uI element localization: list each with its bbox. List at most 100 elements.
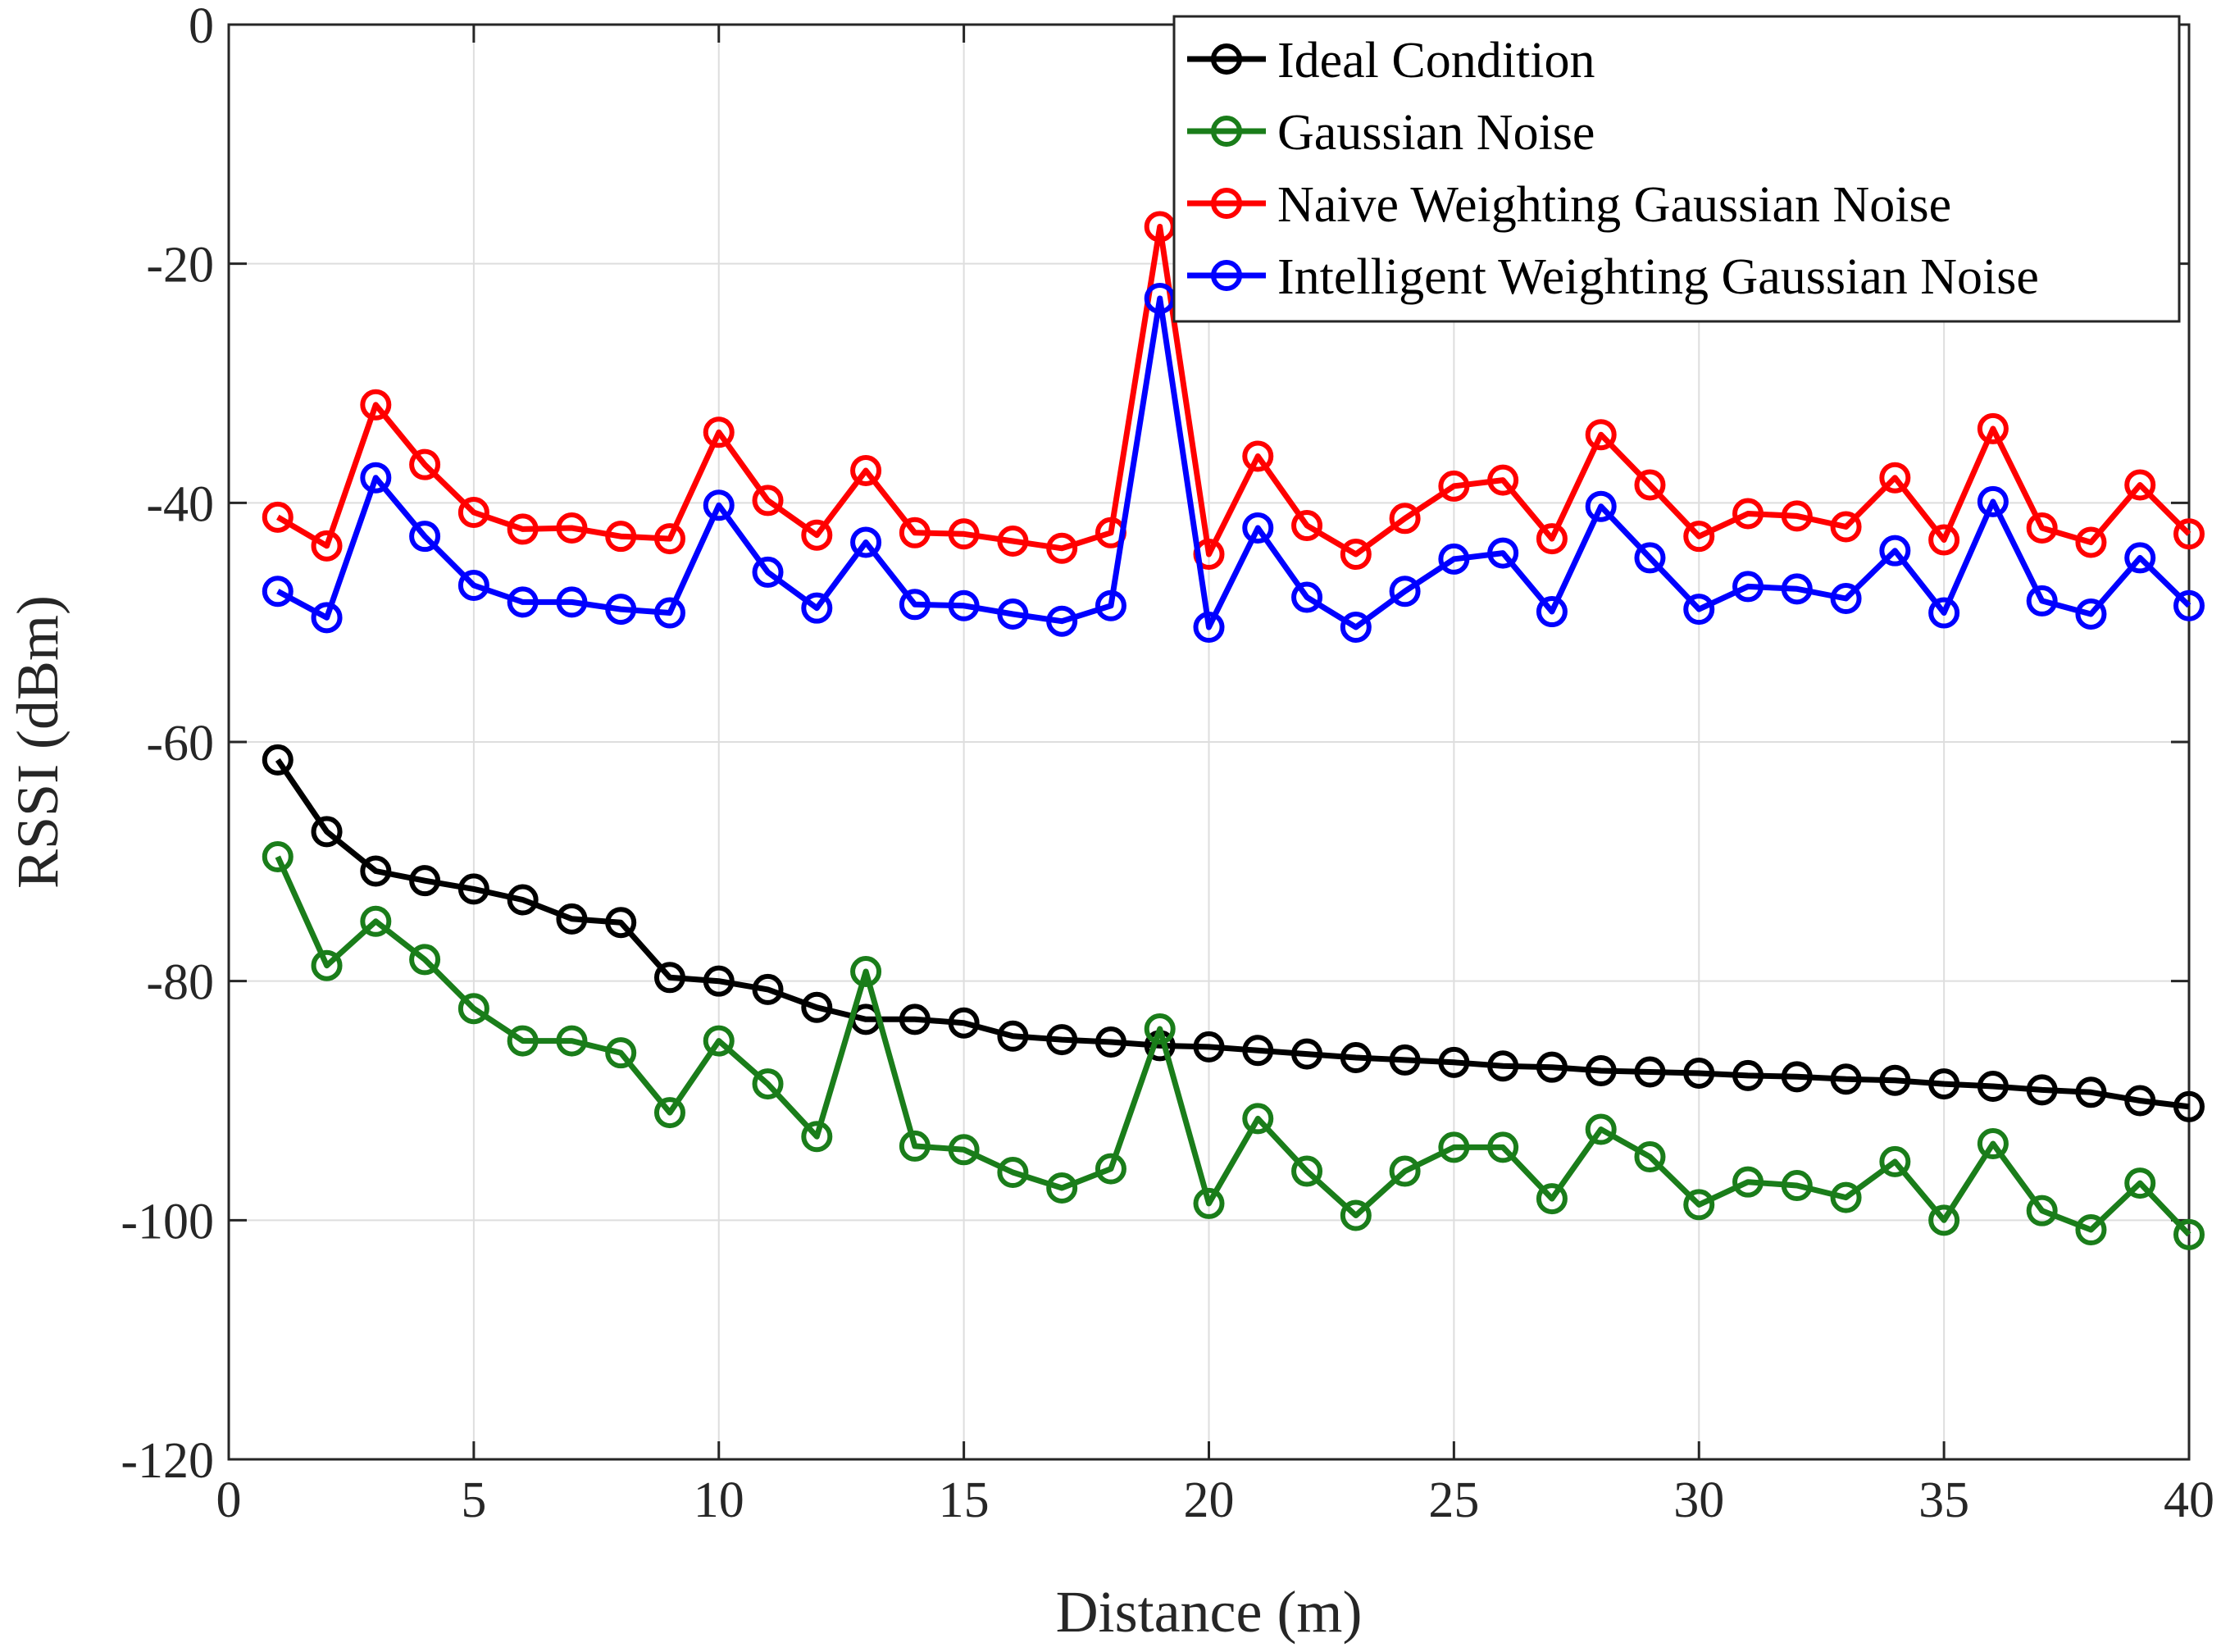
x-tick-label: 35 [1918,1472,1969,1528]
data-point [360,462,392,494]
data-point [997,526,1029,557]
data-point [507,586,539,618]
data-point [2075,1076,2107,1108]
data-point [1732,1059,1764,1091]
data-point [2026,1195,2058,1226]
series-ideal-condition [262,744,2205,1122]
data-point [2026,1074,2058,1106]
series-line [275,855,2191,1237]
data-point [1095,589,1126,621]
data-point [1389,503,1421,535]
x-tick-label: 25 [1428,1472,1479,1528]
data-point [1781,500,1813,532]
data-point [1928,1068,1960,1100]
data-point [2075,598,2107,630]
data-point [899,1130,931,1162]
data-point [1732,1166,1764,1198]
data-point [1389,1044,1421,1076]
data-point [703,1025,735,1057]
data-point [1683,521,1715,553]
data-point [1634,469,1666,501]
data-point [507,884,539,916]
data-point [457,873,489,905]
data-point [801,592,833,624]
data-point [997,1020,1029,1052]
data-point [360,905,392,937]
data-point [703,489,735,521]
data-point [556,903,588,935]
y-axis-label: RSSI (dBm) [5,595,71,889]
data-point [1046,1024,1078,1056]
data-point [311,816,343,848]
data-point [1830,1181,1862,1213]
data-point [2075,526,2107,558]
y-tick-label: -100 [121,1194,214,1249]
data-point [948,1007,980,1039]
data-point [556,1025,588,1057]
data-point [1438,1046,1470,1078]
series-line [275,758,2190,1110]
data-point [752,556,784,588]
data-point [1585,419,1617,451]
data-point [1977,412,2009,444]
data-point [703,416,735,448]
data-point [1046,1172,1078,1204]
data-point [1683,594,1715,626]
data-point [1340,1199,1372,1231]
data-point [1046,605,1078,637]
data-point [653,523,685,555]
data-point [311,602,343,634]
legend-label: Ideal Condition [1277,33,1595,89]
data-point [457,497,489,528]
data-point [1340,1042,1372,1073]
data-series [262,211,2205,1250]
data-point [1830,583,1862,614]
x-tick-label: 20 [1184,1472,1235,1528]
legend-marker [1211,188,1242,219]
legend-item: Intelligent Weighting Gaussian Noise [1187,249,2039,305]
data-point [2075,1214,2107,1245]
data-point [1683,1189,1715,1221]
data-point [1732,571,1764,603]
legend-marker [1211,43,1242,75]
legend-label: Naive Weighting Gaussian Noise [1277,177,1951,233]
data-point [409,448,441,480]
data-point [1585,1113,1617,1145]
x-tick-label: 40 [2164,1472,2214,1528]
data-point [1242,1035,1274,1067]
data-point [1438,470,1470,502]
data-point [948,518,980,550]
legend-label: Gaussian Noise [1277,105,1595,161]
data-point [1536,1051,1568,1083]
data-point [605,1037,637,1069]
data-point [262,841,294,872]
data-point [1634,1141,1666,1173]
data-point [507,513,539,545]
data-point [1977,485,2009,517]
data-point [262,744,294,776]
data-point [2173,1090,2205,1122]
data-point [997,1157,1029,1188]
legend-box [1172,15,2181,323]
legend: Ideal Condition Gaussian Noise Naive Weigh… [1172,15,2181,323]
data-point [556,512,588,544]
x-axis-label: Distance (m) [1056,1579,1363,1645]
data-point [850,454,882,486]
data-point [2173,518,2205,550]
data-point [2026,585,2058,617]
y-tick-label: -60 [146,716,214,771]
y-tick-label: -120 [121,1433,214,1489]
data-point [409,865,441,897]
data-point [262,576,294,608]
data-point [1291,510,1323,542]
data-point [1487,1050,1519,1082]
data-point [653,962,685,994]
data-point [1291,1038,1323,1070]
data-point [948,1134,980,1166]
y-tick-label: 0 [189,0,214,54]
x-tick-label: 15 [939,1472,990,1528]
x-tick-label: 0 [216,1472,242,1528]
data-point [1438,543,1470,575]
legend-label: Intelligent Weighting Gaussian Noise [1277,249,2039,305]
